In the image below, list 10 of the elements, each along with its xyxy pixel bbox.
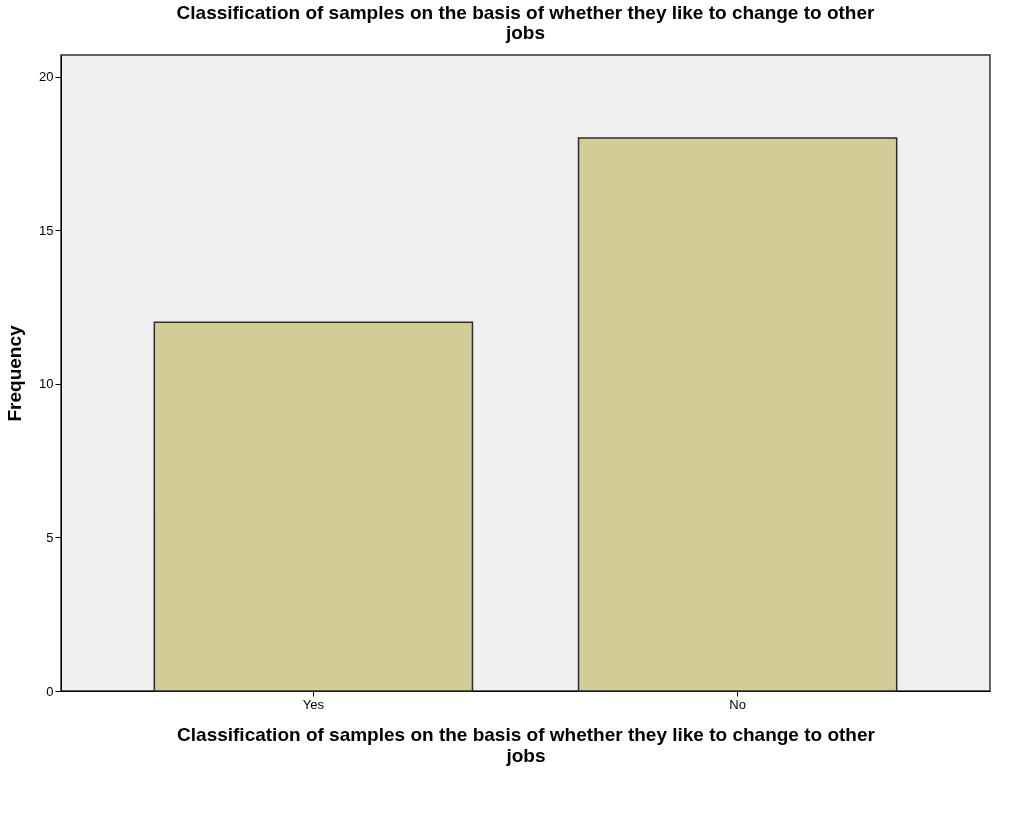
y-axis-title: Frequency — [4, 325, 26, 422]
y-tick-label: 10 — [39, 376, 54, 392]
x-axis-title: Classification of samples on the basis of whether they like to change to other jobs — [177, 723, 876, 766]
chart-title: Classification of samples on the basis of whether they like to change to other jobs — [176, 2, 876, 43]
x-tick-label: No — [729, 696, 746, 712]
y-tick-label: 20 — [39, 69, 54, 85]
y-tick-label: 15 — [39, 222, 54, 238]
y-tick-label: 0 — [46, 683, 54, 699]
x-tick-label: Yes — [302, 696, 325, 712]
y-tick-label: 5 — [46, 529, 54, 545]
